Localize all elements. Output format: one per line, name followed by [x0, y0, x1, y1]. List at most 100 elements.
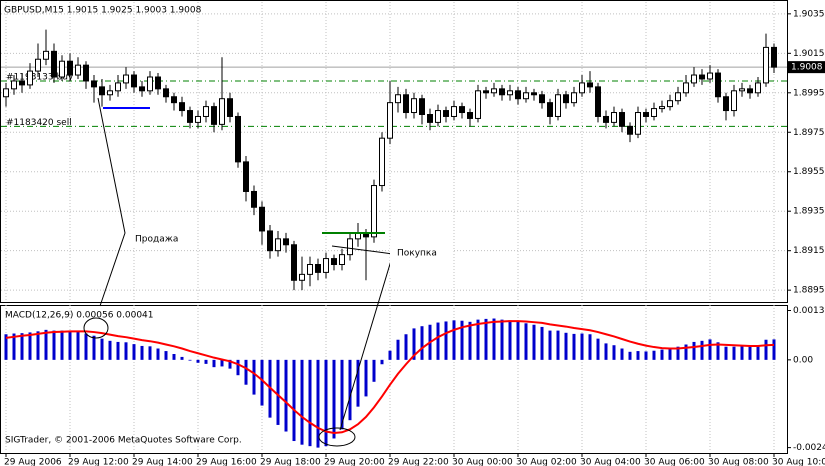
candle-body [395, 94, 401, 104]
y-tick-label: 1.8975 [793, 128, 825, 138]
histogram-bar [252, 359, 256, 395]
candle-body [555, 94, 561, 117]
y-tick-label: 1.8955 [793, 167, 825, 177]
histogram-bar [180, 356, 184, 360]
candle-body [531, 92, 537, 96]
histogram-bar [748, 346, 752, 360]
histogram-bar [116, 341, 120, 360]
x-tick-label: 29 Aug 18:00 [260, 458, 321, 466]
histogram-bar [52, 330, 56, 360]
order-label: #1193133 buy [6, 72, 74, 82]
histogram-bar [596, 338, 600, 360]
candle-body [491, 88, 497, 94]
histogram-bar [484, 318, 488, 360]
candle-body [275, 238, 281, 252]
candle-body [203, 106, 209, 117]
candle-body [155, 76, 161, 90]
histogram-bar [532, 324, 536, 360]
histogram-bar [356, 359, 360, 407]
histogram-bar [444, 321, 448, 360]
x-tick-label: 30 Aug 04:00 [580, 458, 641, 466]
candle-body [19, 80, 25, 86]
histogram-bar [380, 359, 384, 365]
histogram-bar [548, 330, 552, 360]
candle-body [243, 161, 249, 192]
histogram-bar [284, 359, 288, 432]
candle-body [683, 82, 689, 94]
candle-body [427, 114, 433, 123]
candle-body [643, 112, 649, 117]
order-label: #1183420 sell [6, 118, 72, 128]
histogram-bar [556, 330, 560, 360]
candle-body [27, 70, 33, 86]
candle-body [699, 74, 705, 80]
candle-body [171, 96, 177, 104]
candle-body [667, 100, 673, 108]
histogram-bar [260, 359, 264, 406]
histogram-bar [516, 321, 520, 360]
y-tick-label: 1.8935 [793, 207, 825, 217]
histogram-bar [212, 359, 216, 368]
histogram-bar [68, 331, 72, 360]
histogram-bar [228, 359, 232, 369]
chart-title: GBPUSD,M15 1.9015 1.9025 1.9003 1.9008 [4, 6, 202, 16]
histogram-bar [44, 329, 48, 360]
candle-body [251, 190, 257, 208]
candle-body [691, 74, 697, 84]
candle-body [99, 86, 105, 96]
histogram-bar [628, 351, 632, 360]
candle-body [651, 108, 657, 117]
candle-body [315, 264, 321, 273]
price-panel [0, 0, 788, 303]
candle-body [35, 58, 41, 72]
histogram-bar [508, 320, 512, 360]
candle-body [123, 74, 129, 84]
candle-body [323, 258, 329, 273]
histogram-bar [716, 342, 720, 360]
histogram-bar [724, 346, 728, 360]
y-tick-label: 1.8915 [793, 246, 825, 256]
candle-body [579, 82, 585, 94]
buy-label-box [390, 242, 452, 276]
candle-body [483, 90, 489, 94]
candle-body [739, 88, 745, 92]
histogram-bar [316, 359, 320, 448]
candle-body [467, 112, 473, 119]
histogram-bar [524, 323, 528, 360]
candle-body [347, 238, 353, 256]
histogram-bar [460, 320, 464, 360]
candle-body [603, 115, 609, 123]
histogram-bar [4, 334, 8, 360]
indicator-title: MACD(12,26,9) 0.00056 0.00041 [5, 311, 154, 321]
histogram-bar [412, 328, 416, 360]
histogram-bar [404, 334, 408, 360]
candle-body [515, 90, 521, 100]
histogram-bar [740, 346, 744, 360]
candle-body [299, 273, 305, 281]
histogram-bar [588, 334, 592, 360]
candle-body [763, 46, 769, 84]
histogram-bar [204, 359, 208, 364]
histogram-bar [308, 359, 312, 447]
buy-circle [318, 427, 356, 447]
histogram-bar [772, 339, 776, 360]
histogram-bar [236, 359, 240, 376]
candle-body [635, 112, 641, 135]
histogram-bar [156, 348, 160, 360]
candle-body [267, 230, 273, 252]
candle-body [507, 90, 513, 96]
histogram-bar [276, 359, 280, 425]
histogram-bar [564, 332, 568, 360]
histogram-bar [660, 349, 664, 360]
histogram-bar [332, 359, 336, 439]
histogram-bar [108, 340, 112, 360]
candle-body [587, 82, 593, 88]
histogram-bar [700, 340, 704, 360]
price-tag-label: 1.9008 [791, 63, 823, 73]
histogram-bar [196, 359, 200, 363]
y-tick-label: 1.8995 [793, 88, 825, 98]
histogram-bar [364, 359, 368, 397]
y-tick-label: 1.9015 [793, 49, 825, 59]
candle-body [563, 94, 569, 104]
